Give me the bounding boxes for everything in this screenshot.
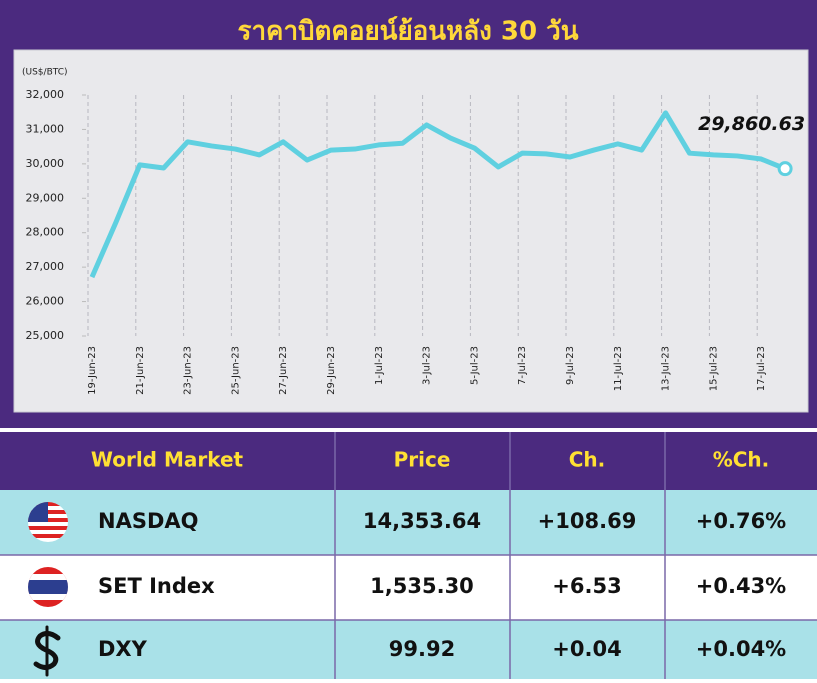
chart-title: ราคาบิตคอยน์ย้อนหลัง 30 วัน [237, 16, 578, 47]
table-cell: DXY [98, 637, 148, 661]
row-bg [0, 620, 817, 679]
end-point [777, 161, 793, 177]
x-tick-label: 15-Jul-23 [708, 346, 719, 391]
table-cell: NASDAQ [98, 509, 199, 533]
table-cell: +6.53 [552, 574, 621, 598]
table-header-cell: %Ch. [713, 448, 770, 472]
table-cell: SET Index [98, 574, 215, 598]
x-tick-label: 25-Jun-23 [230, 346, 241, 395]
x-tick-label: 3-Jul-23 [422, 346, 433, 385]
x-tick-label: 17-Jul-23 [756, 346, 767, 391]
row-bg [0, 490, 817, 555]
line-series [89, 110, 787, 279]
us-flag-icon [28, 502, 68, 542]
y-tick-label: 32,000 [26, 88, 65, 101]
x-tick-label: 1-Jul-23 [374, 346, 385, 385]
x-tick-label: 9-Jul-23 [565, 346, 576, 385]
y-tick-label: 29,000 [26, 191, 65, 204]
y-tick-label: 25,000 [26, 329, 65, 342]
x-tick-label: 11-Jul-23 [613, 346, 624, 391]
y-tick-label: 26,000 [26, 295, 65, 308]
table-cell: +108.69 [538, 509, 637, 533]
table-borders [0, 432, 817, 679]
dollar-icon [33, 625, 61, 677]
x-tick-label: 29-Jun-23 [326, 346, 337, 395]
table-cell: +0.04% [696, 637, 786, 661]
table-header-cell: Price [394, 448, 451, 472]
table-cell: 14,353.64 [363, 509, 481, 533]
x-tick-label: 7-Jul-23 [517, 346, 528, 385]
table-header-cell: Ch. [569, 448, 606, 472]
table-header-cell: World Market [91, 448, 244, 472]
row-bg [0, 555, 817, 620]
table-cell: +0.43% [696, 574, 786, 598]
chart-panel [13, 49, 809, 413]
x-tick-label: 21-Jun-23 [135, 346, 146, 395]
x-tick-label: 27-Jun-23 [278, 346, 289, 395]
y-tick-label: 27,000 [26, 260, 65, 273]
table-cell: +0.04 [552, 637, 621, 661]
value-label: 29,860.63 [698, 113, 805, 135]
y-tick-label: 28,000 [26, 226, 65, 239]
table-header-bg [0, 432, 817, 490]
table-cell: +0.76% [696, 509, 786, 533]
x-tick-label: 19-Jun-23 [87, 346, 98, 395]
table-cell: 99.92 [389, 637, 455, 661]
y-tick-label: 30,000 [26, 157, 65, 170]
table-cell: 1,535.30 [370, 574, 474, 598]
thai-flag-icon [28, 567, 68, 607]
x-tick-label: 5-Jul-23 [469, 346, 480, 385]
x-tick-label: 13-Jul-23 [661, 346, 672, 391]
y-axis-label: (US$/BTC) [22, 68, 68, 78]
y-tick-label: 31,000 [26, 122, 65, 135]
x-tick-label: 23-Jun-23 [183, 346, 194, 395]
